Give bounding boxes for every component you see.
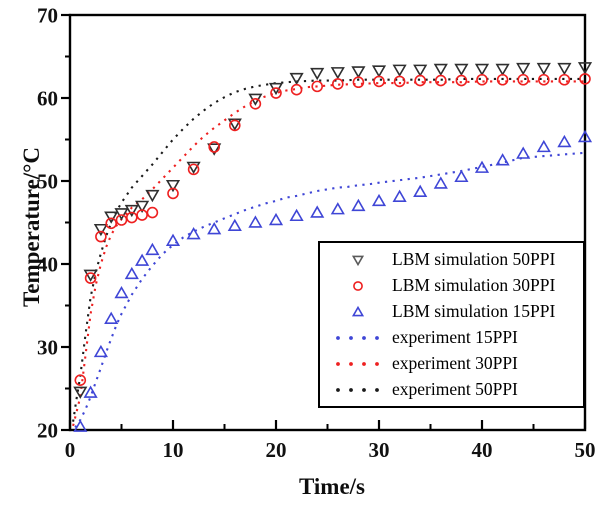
x-tick-label: 30: [369, 438, 390, 462]
legend-item-experiment-30ppi: experiment 30PPI: [326, 351, 581, 376]
legend-item-experiment-50ppi: experiment 50PPI: [326, 377, 581, 402]
blue-dotted-line-icon: [326, 330, 392, 346]
legend-label: LBM simulation 50PPI: [392, 248, 556, 269]
legend-item-lbm-30ppi: LBM simulation 30PPI: [326, 273, 581, 298]
x-axis-title: Time/s: [298, 474, 366, 499]
circle-marker-icon: [326, 278, 392, 294]
y-axis-title: Temperature/°C: [19, 147, 44, 307]
series-experiment-15ppi: [74, 151, 586, 429]
red-dotted-line-icon: [326, 356, 392, 372]
legend-item-lbm-15ppi: LBM simulation 15PPI: [326, 299, 581, 324]
x-tick-label: 10: [163, 438, 184, 462]
y-tick-label: 20: [37, 419, 58, 443]
triangle-down-marker-icon: [326, 252, 392, 268]
legend-label: experiment 30PPI: [392, 352, 518, 373]
plot-frame: [68, 13, 587, 432]
legend-label: experiment 50PPI: [392, 378, 518, 399]
legend-item-experiment-15ppi: experiment 15PPI: [326, 325, 581, 350]
legend-label: experiment 15PPI: [392, 326, 518, 347]
series-lbm-simulation-50ppi: [73, 62, 593, 399]
y-tick-label: 50: [37, 170, 58, 194]
series-experiment-50ppi: [72, 77, 585, 422]
y-tick-label: 70: [37, 4, 58, 28]
y-tick-label: 60: [37, 87, 58, 111]
series-lbm-simulation-30ppi: [74, 73, 591, 387]
black-dotted-line-icon: [326, 382, 392, 398]
triangle-up-marker-icon: [326, 304, 392, 320]
x-tick-label: 50: [575, 438, 596, 462]
legend-label: LBM simulation 30PPI: [392, 274, 556, 295]
legend: LBM simulation 50PPI LBM simulation 30PP…: [318, 241, 585, 408]
series-lbm-simulation-15ppi: [73, 129, 593, 432]
legend-item-lbm-50ppi: LBM simulation 50PPI: [326, 247, 581, 272]
x-tick-label: 20: [266, 438, 287, 462]
x-tick-label: 0: [65, 438, 76, 462]
y-tick-label: 40: [37, 253, 58, 277]
x-tick-label: 40: [472, 438, 493, 462]
y-tick-label: 30: [37, 336, 58, 360]
legend-label: LBM simulation 15PPI: [392, 300, 556, 321]
